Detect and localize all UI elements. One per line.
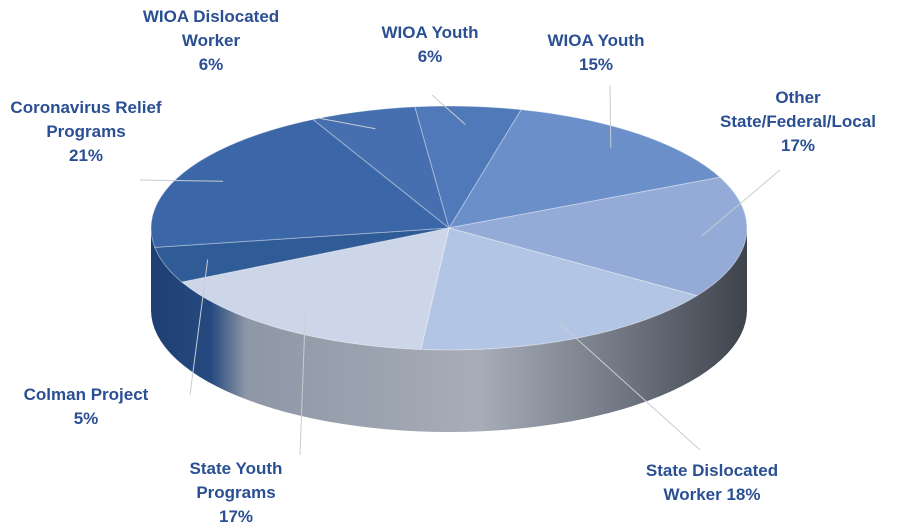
slice-label-line: WIOA Youth [382, 23, 479, 42]
leader-line [189, 259, 209, 396]
slice-label: Other State/Federal/Local 17% [720, 88, 876, 155]
slice-label-line: Programs [196, 483, 275, 502]
slice-label-line: State Dislocated [646, 461, 778, 480]
slice-label: State Dislocated Worker 18% [646, 461, 778, 504]
slice-label-line: Colman Project [24, 385, 149, 404]
slice-label-line: 6% [199, 55, 224, 74]
slice-label-line: State Youth [190, 459, 283, 478]
leader-line [557, 321, 701, 451]
slice-label-line: 17% [219, 507, 253, 526]
slice-label: WIOA Youth 6% [382, 23, 479, 66]
slice-label-line: Programs [46, 122, 125, 141]
pie-slice [414, 105, 522, 230]
slice-label-line: WIOA Dislocated [143, 7, 279, 26]
slice-label: State Youth Programs 17% [190, 459, 283, 526]
slice-label-line: Coronavirus Relief [10, 98, 161, 117]
slice-label-line: 6% [418, 47, 443, 66]
slice-label: WIOA Dislocated Worker 6% [143, 7, 279, 74]
pie-slice [448, 176, 748, 297]
slice-label-line: 21% [69, 146, 103, 165]
leader-line [431, 94, 466, 125]
slice-label: Coronavirus Relief Programs 21% [10, 98, 161, 165]
leader-line [139, 179, 224, 182]
pie-slice [150, 118, 451, 248]
slice-label-line: State/Federal/Local [720, 112, 876, 131]
slice-label-line: Worker [182, 31, 241, 50]
leader-line [299, 313, 306, 456]
slice-label: Colman Project 5% [24, 385, 149, 428]
pie-slice [180, 227, 450, 350]
pie-slice [420, 227, 699, 351]
slice-label-line: 5% [74, 409, 99, 428]
pie-slice [447, 109, 722, 229]
leader-line [317, 117, 376, 130]
pie-slice [154, 227, 450, 283]
leader-line [701, 169, 781, 237]
slice-label-line: Other [775, 88, 821, 107]
leader-line [609, 84, 612, 149]
slice-label: WIOA Youth 15% [548, 31, 645, 74]
slice-label-line: 15% [579, 55, 613, 74]
slice-label-line: WIOA Youth [548, 31, 645, 50]
pie-side-wall [151, 228, 747, 432]
slice-label-line: Worker 18% [663, 485, 760, 504]
slice-label-line: 17% [781, 136, 815, 155]
